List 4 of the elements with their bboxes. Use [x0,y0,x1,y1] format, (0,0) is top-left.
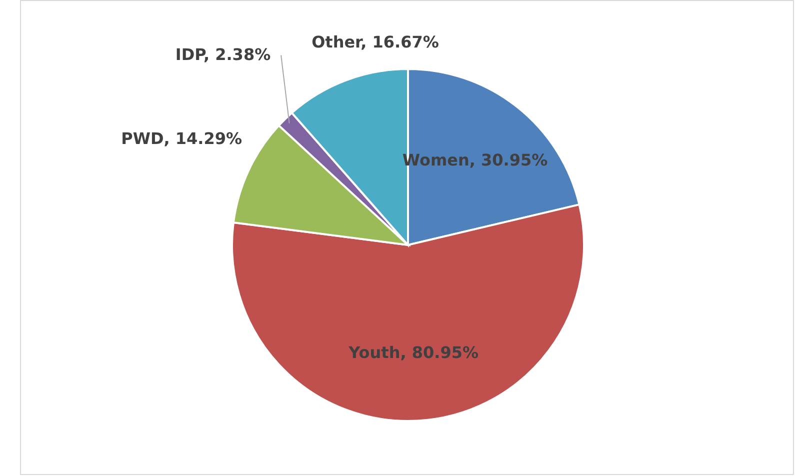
slice-label: IDP, 2.38% [175,45,271,64]
slice-label: Youth, 80.95% [348,342,478,362]
slice-label: Other, 16.67% [312,32,439,52]
slice-label: PWD, 14.29% [121,129,242,148]
